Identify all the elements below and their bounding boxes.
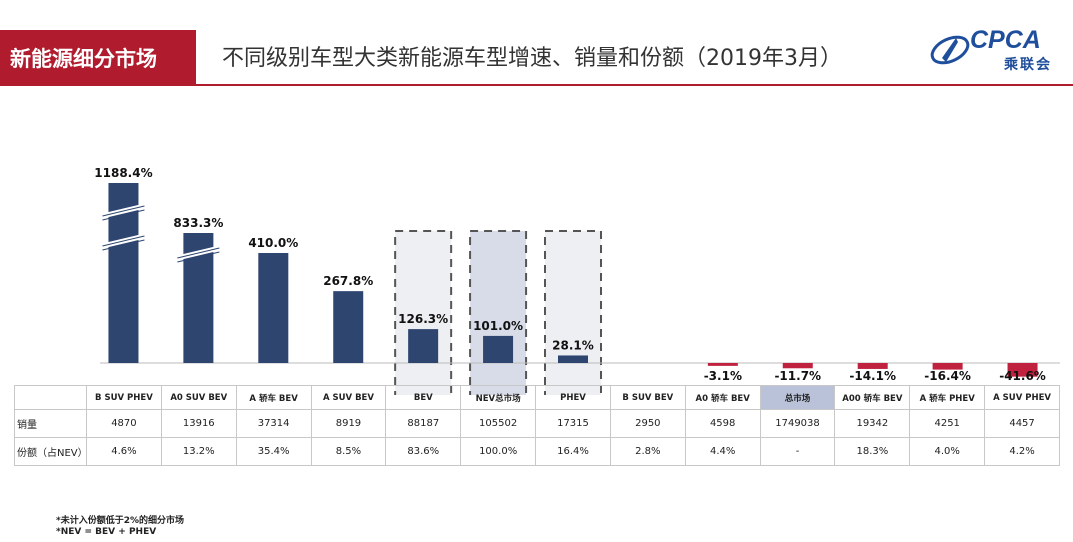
sales-cell: 13916 bbox=[160, 409, 237, 438]
axis-break-line bbox=[102, 235, 145, 247]
logo-text: CPCA bbox=[970, 26, 1041, 54]
table-corner-cell bbox=[14, 385, 87, 410]
sales-cell: 4598 bbox=[684, 409, 761, 438]
axis-break-line bbox=[102, 209, 145, 221]
data-label: 1188.4% bbox=[94, 166, 152, 180]
share-cell: 8.5% bbox=[310, 437, 387, 466]
bar bbox=[558, 355, 588, 363]
axis-break-line bbox=[177, 251, 220, 263]
highlight-box bbox=[544, 230, 602, 395]
column-header: 总市场 bbox=[759, 385, 836, 410]
logo-subtext: 乘联会 bbox=[1004, 57, 1052, 73]
data-label: -16.4% bbox=[924, 369, 971, 383]
sales-cell: 17315 bbox=[535, 409, 611, 438]
growth-bar-chart: 1188.4% 833.3% 410.0% 267.8% 126.3% 101.0% 28.… bbox=[0, 95, 1073, 395]
table-header-row: B SUV PHEV A0 SUV BEV A 轿车 BEV A SUV BEV BEV… bbox=[14, 385, 1060, 410]
header-divider bbox=[196, 84, 1073, 86]
column-header: PHEV bbox=[535, 385, 611, 410]
column-header: A SUV BEV bbox=[310, 385, 387, 410]
bar bbox=[333, 291, 364, 363]
column-header: A SUV PHEV bbox=[984, 385, 1060, 410]
bar bbox=[857, 363, 888, 369]
column-header: B SUV BEV bbox=[609, 385, 686, 410]
footnote: *未计入份额低于2%的细分市场 bbox=[56, 516, 184, 526]
share-cell: 2.8% bbox=[609, 437, 686, 466]
slide-header: 新能源细分市场 不同级别车型大类新能源车型增速、销量和份额（2019年3月） C… bbox=[0, 0, 1073, 92]
share-cell: 16.4% bbox=[535, 437, 611, 466]
share-cell: 35.4% bbox=[235, 437, 312, 466]
data-label: 28.1% bbox=[552, 338, 594, 352]
sales-cell: 4457 bbox=[984, 409, 1060, 438]
bar bbox=[707, 363, 738, 366]
share-cell: 100.0% bbox=[460, 437, 537, 466]
bar bbox=[408, 329, 439, 363]
column-header: NEV总市场 bbox=[460, 385, 537, 410]
share-cell: 13.2% bbox=[160, 437, 237, 466]
data-label: 101.0% bbox=[473, 319, 523, 333]
page-title: 不同级别车型大类新能源车型增速、销量和份额（2019年3月） bbox=[222, 46, 842, 71]
sales-cell: 105502 bbox=[460, 409, 537, 438]
bar bbox=[258, 253, 289, 363]
column-header: A 轿车 BEV bbox=[235, 385, 312, 410]
bar bbox=[483, 335, 514, 363]
highlight-box bbox=[469, 230, 528, 395]
sales-cell: 2950 bbox=[609, 409, 686, 438]
data-label: -11.7% bbox=[774, 369, 821, 383]
bar bbox=[1007, 363, 1038, 377]
highlight-box bbox=[394, 230, 453, 395]
share-cell: 18.3% bbox=[834, 437, 911, 466]
footnote: *NEV = BEV + PHEV bbox=[56, 527, 157, 537]
share-cell: 4.6% bbox=[86, 437, 162, 466]
sales-cell: 4870 bbox=[86, 409, 162, 438]
bar bbox=[932, 363, 963, 370]
axis-break-line bbox=[102, 239, 145, 251]
section-tab: 新能源细分市场 bbox=[0, 30, 196, 86]
data-label: -41.6% bbox=[999, 369, 1046, 383]
column-header: BEV bbox=[385, 385, 462, 410]
column-header: A 轿车 PHEV bbox=[909, 385, 986, 410]
column-header: B SUV PHEV bbox=[86, 385, 162, 410]
sales-cell: 8919 bbox=[310, 409, 387, 438]
column-header: A00 轿车 BEV bbox=[834, 385, 911, 410]
sales-cell: 19342 bbox=[834, 409, 911, 438]
table-row: 份额（占NEV） 4.6% 13.2% 35.4% 8.5% 83.6% 100.0% 16.… bbox=[14, 437, 1060, 466]
share-cell: 4.4% bbox=[684, 437, 761, 466]
cpca-logo: CPCA 乘联会 bbox=[928, 24, 1068, 76]
sales-cell: 37314 bbox=[235, 409, 312, 438]
column-header: A0 SUV BEV bbox=[160, 385, 237, 410]
data-label: 267.8% bbox=[323, 274, 373, 288]
share-cell: 4.0% bbox=[909, 437, 986, 466]
row-label: 份额（占NEV） bbox=[14, 437, 88, 466]
data-label: 410.0% bbox=[248, 236, 298, 250]
sales-cell: 4251 bbox=[909, 409, 986, 438]
table-row: 销量 4870 13916 37314 8919 88187 105502 17315 2950… bbox=[14, 409, 1060, 438]
data-label: 126.3% bbox=[398, 312, 448, 326]
data-label: -14.1% bbox=[849, 369, 896, 383]
share-cell: 4.2% bbox=[984, 437, 1060, 466]
sales-share-table: B SUV PHEV A0 SUV BEV A 轿车 BEV A SUV BEV BEV… bbox=[14, 385, 1060, 466]
axis-break-line bbox=[102, 205, 145, 217]
column-header: A0 轿车 BEV bbox=[684, 385, 761, 410]
row-label: 销量 bbox=[14, 409, 87, 438]
sales-cell: 88187 bbox=[385, 409, 462, 438]
sales-cell: 1749038 bbox=[759, 409, 836, 438]
cpca-emblem-icon bbox=[930, 35, 970, 65]
data-label: 833.3% bbox=[173, 216, 223, 230]
share-cell: 83.6% bbox=[385, 437, 462, 466]
data-label: -3.1% bbox=[704, 369, 742, 383]
footnotes: *未计入份额低于2%的细分市场 *NEV = BEV + PHEV bbox=[56, 516, 184, 538]
chart-svg: 1188.4% 833.3% 410.0% 267.8% 126.3% 101.0% 28.… bbox=[94, 166, 1060, 395]
bar bbox=[782, 363, 813, 369]
axis-break-line bbox=[177, 247, 220, 259]
share-cell: - bbox=[759, 437, 836, 466]
